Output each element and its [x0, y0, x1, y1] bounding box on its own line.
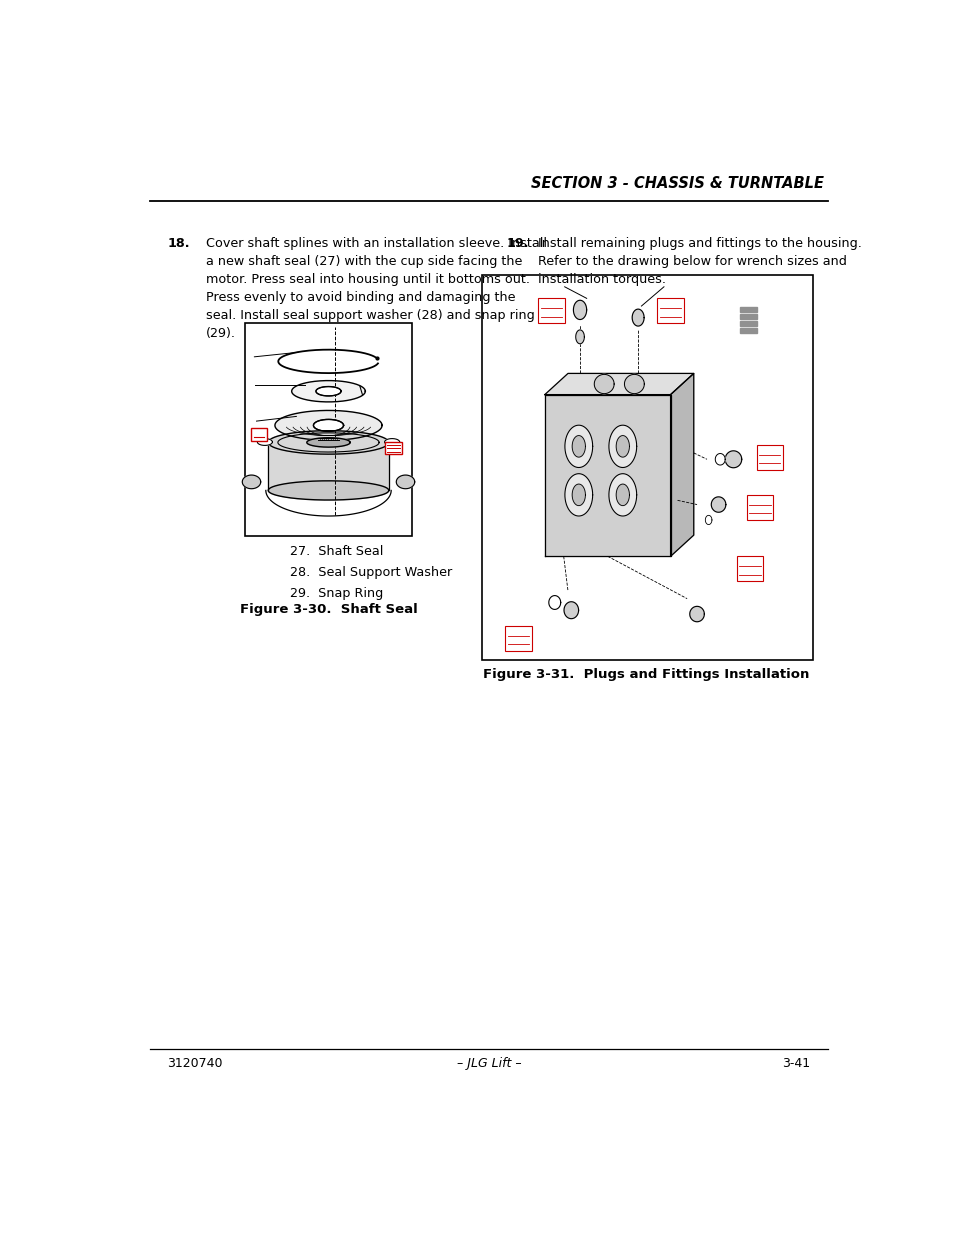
Polygon shape [564, 474, 592, 516]
Text: 27.  Shaft Seal: 27. Shaft Seal [290, 545, 383, 558]
Text: Figure 3-31.  Plugs and Fittings Installation: Figure 3-31. Plugs and Fittings Installa… [482, 668, 808, 680]
Bar [385, 442, 402, 454]
Polygon shape [573, 300, 586, 320]
Polygon shape [268, 431, 389, 454]
Polygon shape [563, 601, 578, 619]
Polygon shape [274, 410, 381, 441]
Bar [756, 445, 782, 469]
Bar [245, 324, 412, 536]
Polygon shape [616, 436, 629, 457]
Text: 3-41: 3-41 [781, 1057, 810, 1070]
Polygon shape [268, 480, 389, 500]
Polygon shape [544, 373, 693, 395]
Polygon shape [257, 438, 273, 446]
Polygon shape [724, 451, 740, 468]
Text: 18.: 18. [167, 237, 190, 249]
Polygon shape [564, 425, 592, 468]
Polygon shape [548, 595, 560, 609]
Polygon shape [670, 373, 693, 556]
Polygon shape [632, 309, 643, 326]
Polygon shape [575, 330, 584, 343]
Polygon shape [572, 436, 585, 457]
Polygon shape [704, 515, 711, 525]
Text: – JLG Lift –: – JLG Lift – [456, 1057, 520, 1070]
Text: Install remaining plugs and fittings to the housing.
Refer to the drawing below : Install remaining plugs and fittings to … [537, 237, 861, 285]
Text: 19.: 19. [506, 237, 529, 249]
Polygon shape [317, 437, 339, 441]
Polygon shape [608, 474, 636, 516]
Polygon shape [572, 484, 585, 505]
Bar [504, 626, 531, 651]
Polygon shape [740, 306, 756, 312]
Polygon shape [307, 437, 350, 447]
Bar [537, 299, 564, 324]
Text: 3120740: 3120740 [167, 1057, 223, 1070]
Polygon shape [384, 438, 399, 446]
Polygon shape [544, 395, 670, 556]
Bar [736, 556, 762, 582]
Polygon shape [616, 484, 629, 505]
Polygon shape [740, 321, 756, 326]
Polygon shape [608, 425, 636, 468]
Bar [481, 275, 812, 661]
Bar [657, 299, 683, 324]
Bar [746, 495, 772, 520]
Text: 28.  Seal Support Washer: 28. Seal Support Washer [290, 566, 452, 579]
Polygon shape [740, 327, 756, 333]
Text: Cover shaft splines with an installation sleeve. Install
a new shaft seal (27) w: Cover shaft splines with an installation… [206, 237, 546, 340]
Polygon shape [715, 453, 724, 466]
Polygon shape [292, 380, 365, 401]
Polygon shape [395, 475, 415, 489]
Polygon shape [594, 374, 614, 394]
Polygon shape [242, 475, 260, 489]
Text: 29.  Snap Ring: 29. Snap Ring [290, 587, 382, 599]
Polygon shape [624, 374, 643, 394]
Polygon shape [689, 606, 703, 621]
Text: SECTION 3 - CHASSIS & TURNTABLE: SECTION 3 - CHASSIS & TURNTABLE [531, 175, 823, 190]
Polygon shape [315, 387, 341, 396]
Bar [252, 427, 266, 441]
Text: Figure 3-30.  Shaft Seal: Figure 3-30. Shaft Seal [239, 603, 416, 615]
Polygon shape [740, 314, 756, 319]
Polygon shape [711, 496, 725, 513]
Polygon shape [268, 442, 389, 490]
Polygon shape [314, 420, 343, 431]
